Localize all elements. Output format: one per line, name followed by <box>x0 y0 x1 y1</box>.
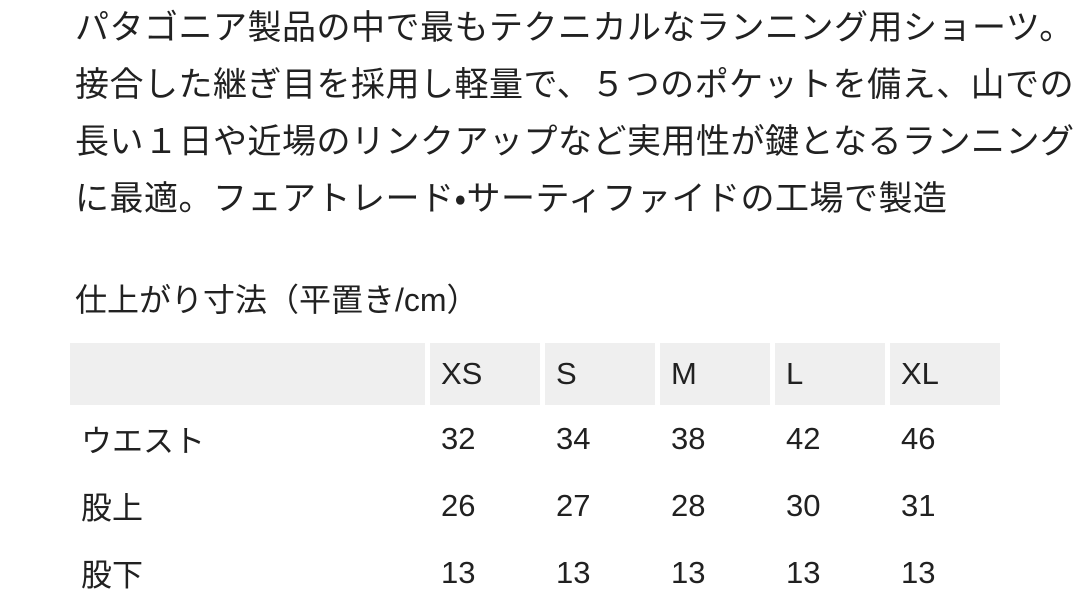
table-row-waist: ウエスト 32 34 38 42 46 <box>70 405 1000 472</box>
header-cell-xs: XS <box>430 343 540 405</box>
product-description: パタゴニア製品の中で最もテクニカルなランニング用ショーツ。 接合した継ぎ目を採用… <box>70 0 1075 228</box>
header-cell-s: S <box>545 343 655 405</box>
cell-value: 42 <box>786 420 821 456</box>
description-line: 長い１日や近場のリンクアップなど実用性が鍵となるランニング <box>75 123 1075 161</box>
cell-value: 27 <box>556 487 591 523</box>
cell-value: 32 <box>441 420 476 456</box>
description-line: パタゴニア製品の中で最もテクニカルなランニング用ショーツ。 <box>75 9 1074 47</box>
table-row-front-rise: 股上 26 27 28 30 31 <box>70 472 1000 539</box>
cell-value: 30 <box>786 487 821 523</box>
cell-value: 26 <box>441 487 476 523</box>
header-cell-empty <box>70 343 425 405</box>
row-label: 股下 <box>81 558 143 593</box>
description-line: 接合した継ぎ目を採用し軽量で、５つのポケットを備え、山での <box>75 66 1075 104</box>
size-spec-heading: 仕上がり寸法（平置き/cm） <box>75 282 479 318</box>
cell-value: 28 <box>671 487 706 523</box>
header-cell-xl: XL <box>890 343 1000 405</box>
description-line: に最適。フェアトレード・サーティファイドの工場で製造 <box>75 180 948 218</box>
size-table-header-row: XS S M L XL <box>70 343 1000 405</box>
cell-value: 13 <box>556 554 591 590</box>
size-spec-table: XS S M L XL ウエスト 32 34 38 42 46 股上 26 27… <box>70 343 1000 606</box>
product-detail-section: パタゴニア製品の中で最もテクニカルなランニング用ショーツ。 接合した継ぎ目を採用… <box>70 0 1075 606</box>
cell-value: 13 <box>786 554 821 590</box>
cell-value: 13 <box>901 554 936 590</box>
table-row-inseam: 股下 13 13 13 13 13 <box>70 539 1000 606</box>
row-label: 股上 <box>81 491 143 526</box>
cell-value: 31 <box>901 487 936 523</box>
cell-value: 13 <box>671 554 706 590</box>
header-cell-l: L <box>775 343 885 405</box>
header-cell-m: M <box>660 343 770 405</box>
row-label: ウエスト <box>81 424 205 459</box>
cell-value: 46 <box>901 420 936 456</box>
cell-value: 13 <box>441 554 476 590</box>
cell-value: 38 <box>671 420 706 456</box>
cell-value: 34 <box>556 420 591 456</box>
